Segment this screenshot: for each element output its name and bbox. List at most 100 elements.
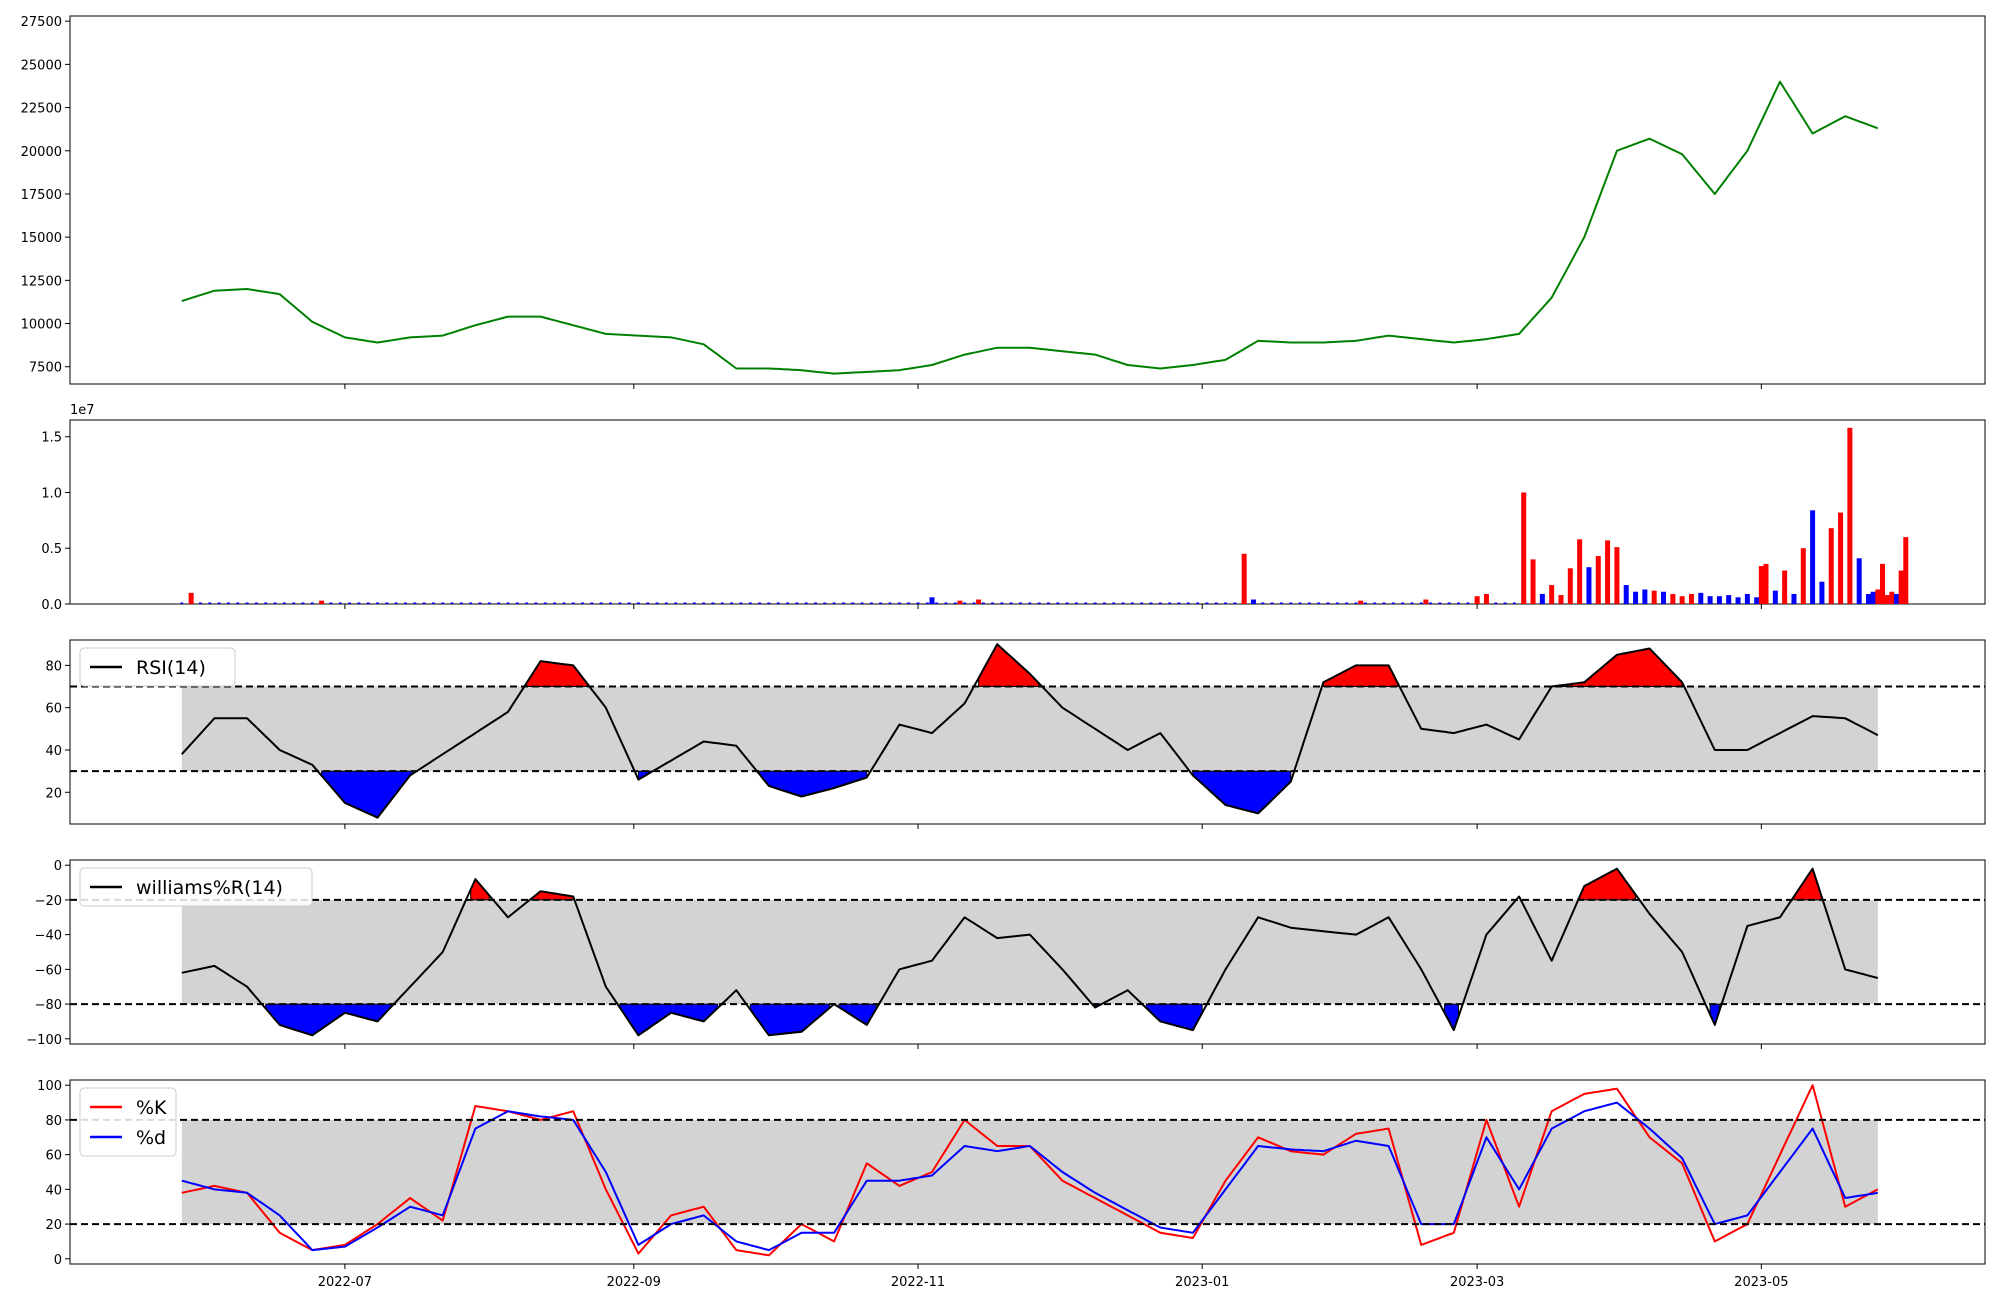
volume-bar	[357, 602, 361, 604]
x-tick-label: 2023-01	[1175, 1275, 1229, 1290]
y-tick-label: 0.0	[41, 598, 62, 613]
volume-bar	[273, 602, 277, 604]
volume-bar	[1698, 592, 1704, 604]
legend-label: %d	[136, 1127, 166, 1149]
volume-bar	[1903, 537, 1909, 604]
volume-bar	[1261, 602, 1265, 604]
volume-bar	[879, 602, 883, 604]
volume-bar	[655, 602, 659, 604]
volume-bar	[1466, 602, 1470, 604]
volume-bar	[1567, 568, 1573, 604]
volume-bar	[543, 602, 547, 604]
volume-bar	[1358, 600, 1364, 604]
band-fill	[181, 686, 1878, 772]
volume-bar	[1317, 602, 1321, 604]
volume-bar	[1186, 602, 1190, 604]
volume-bar	[1819, 581, 1825, 604]
volume-bar	[1530, 559, 1536, 604]
williams-r-line	[181, 867, 1879, 1037]
y-tick-label: 60	[45, 702, 62, 717]
y-tick-label: 1.0	[41, 486, 62, 501]
volume-bar	[1494, 602, 1498, 604]
williams-r-panel: −100 −80 −60 −40 −20 0 williams%R(14)	[26, 859, 1986, 1049]
y-tick-label: 25000	[21, 58, 62, 73]
volume-bar	[1423, 599, 1429, 604]
volume-bar	[1140, 602, 1144, 604]
volume-bar	[1056, 602, 1060, 604]
y-tick-label: 60	[45, 1149, 62, 1164]
volume-bar	[1345, 602, 1349, 604]
volume-bar	[935, 602, 939, 604]
volume-bar	[413, 602, 417, 604]
volume-bar	[1651, 590, 1657, 604]
volume-bar	[329, 602, 333, 604]
volume-bar	[1074, 602, 1078, 604]
y-tick-label: 40	[45, 1183, 62, 1198]
volume-bar	[963, 602, 967, 604]
volume-bar	[1196, 602, 1200, 604]
legend-label: williams%R(14)	[136, 877, 283, 899]
volume-bar	[1419, 602, 1423, 604]
volume-bar	[1623, 585, 1629, 604]
volume-bar	[1512, 602, 1516, 604]
volume-bar	[1614, 547, 1620, 604]
price-line	[181, 80, 1879, 375]
volume-bar	[711, 602, 715, 604]
volume-bar	[888, 602, 892, 604]
volume-bar	[1754, 597, 1760, 604]
volume-bar	[217, 602, 221, 604]
volume-bar	[851, 602, 855, 604]
volume-bar	[1298, 602, 1302, 604]
volume-bar	[1354, 602, 1358, 604]
volume-bar	[1898, 570, 1904, 604]
y-tick-label: 17500	[21, 188, 62, 203]
volume-bar	[459, 602, 463, 604]
volume-bar	[804, 602, 808, 604]
axes-frame	[69, 15, 1986, 385]
volume-bar	[264, 602, 268, 604]
volume-bar	[1586, 567, 1592, 604]
volume-bar	[431, 602, 435, 604]
y-tick-label: 7500	[29, 361, 62, 376]
volume-multiplier-label: 1e7	[70, 403, 95, 418]
axes-frame	[69, 639, 1986, 825]
volume-bar	[310, 602, 314, 604]
volume-bar	[758, 602, 762, 604]
volume-bar	[739, 602, 743, 604]
y-tick-label: −60	[35, 963, 62, 978]
volume-bar	[1558, 595, 1564, 604]
x-tick-label: 2022-07	[318, 1275, 372, 1290]
volume-bar	[1391, 602, 1395, 604]
volume-bar	[188, 592, 194, 604]
series-line-d	[181, 1101, 1878, 1252]
volume-bar	[245, 602, 249, 604]
rsi-line	[181, 643, 1879, 819]
volume-bar	[1707, 596, 1713, 604]
volume-bar	[1149, 602, 1153, 604]
volume-bar	[1866, 593, 1872, 604]
volume-bar	[1410, 602, 1414, 604]
volume-bar	[1800, 548, 1806, 604]
price-panel: 7500 10000 12500 15000 17500 20000 22500 25000 2…	[21, 15, 1986, 389]
volume-bar	[338, 602, 342, 604]
volume-bar	[450, 602, 454, 604]
volume-bar	[1688, 593, 1694, 604]
y-tick-label: 0	[54, 859, 62, 874]
volume-bar	[1046, 602, 1050, 604]
volume-bar	[180, 602, 184, 604]
volume-bar	[981, 602, 985, 604]
band-fill	[181, 1119, 1878, 1225]
volume-bar	[1549, 585, 1555, 604]
volume-bar	[1828, 528, 1834, 604]
band-fill	[181, 899, 1878, 1005]
volume-bar	[1605, 540, 1611, 604]
volume-bar	[860, 602, 864, 604]
y-tick-label: −100	[26, 1033, 62, 1048]
volume-bar	[957, 600, 963, 604]
volume-bar	[1782, 570, 1788, 604]
y-tick-label: 22500	[21, 102, 62, 117]
legend-label: %K	[136, 1097, 167, 1119]
volume-bar	[282, 602, 286, 604]
y-tick-label: 20000	[21, 145, 62, 160]
volume-bar	[720, 602, 724, 604]
